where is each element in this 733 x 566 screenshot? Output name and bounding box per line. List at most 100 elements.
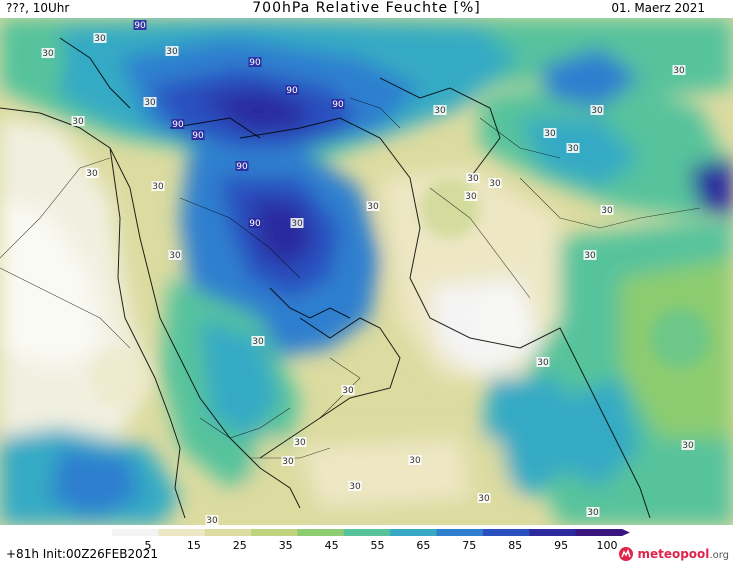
footer: 5 15 25 35 45 55 65 75 85 95 100 +81h Init:00Z26FE… <box>0 525 733 566</box>
map-value-label: 30 <box>294 438 306 448</box>
map-label-box <box>583 250 597 260</box>
map-value-label: 30 <box>567 144 579 154</box>
map-label-box <box>133 20 147 30</box>
map-value-label: 30 <box>367 202 379 212</box>
map-value-label: 30 <box>591 106 603 116</box>
map-label-box <box>466 173 480 183</box>
colorbar-swatches <box>112 529 630 536</box>
map-value-label: 30 <box>94 34 106 44</box>
map-label-box <box>600 205 614 215</box>
map-label-box <box>536 357 550 367</box>
map-value-label: 30 <box>42 49 54 59</box>
map-label-box <box>672 65 686 75</box>
logo-name: meteopool <box>637 547 710 561</box>
map-value-label: 30 <box>584 251 596 261</box>
map-value-label: 30 <box>682 441 694 451</box>
logo-text: meteopool.org <box>637 547 729 561</box>
colorbar-swatch <box>436 529 484 536</box>
run-label: ???, 10Uhr <box>6 1 70 15</box>
map-label-box <box>248 218 262 228</box>
map-label-box <box>235 161 249 171</box>
colorbar-tick-label: 100 <box>597 539 618 552</box>
map-value-label: 30 <box>152 182 164 192</box>
map-label-box <box>408 455 422 465</box>
map-value-label: 30 <box>342 386 354 396</box>
valid-date: 01. Maerz 2021 <box>611 1 705 15</box>
colorbar-swatch <box>529 529 577 536</box>
map-value-label: 30 <box>72 117 84 127</box>
colorbar-ticks: 5 15 25 35 45 55 65 75 85 95 100 <box>145 539 618 552</box>
map-label-box <box>285 85 299 95</box>
colorbar-tick-label: 55 <box>371 539 385 552</box>
map-value-label: 30 <box>282 457 294 467</box>
map-label-box <box>477 493 491 503</box>
colorbar-tick-label: 65 <box>416 539 430 552</box>
map-label-box <box>251 336 265 346</box>
map-value-label: 30 <box>544 129 556 139</box>
map-value-label: 30 <box>252 337 264 347</box>
colorbar-swatch <box>297 529 345 536</box>
humidity-field <box>0 18 733 525</box>
map-label-box <box>143 97 157 107</box>
map-label-box <box>281 456 295 466</box>
map-label-box <box>85 168 99 178</box>
map-value-label: 30 <box>206 516 218 525</box>
map-label-box <box>348 481 362 491</box>
map-title: 700hPa Relative Feuchte [%] <box>252 0 481 16</box>
map-label-box <box>205 515 219 525</box>
colorbar-tick-label: 35 <box>279 539 293 552</box>
map-value-label: 90 <box>134 21 146 31</box>
map-value-label: 90 <box>236 162 248 172</box>
colorbar-swatch <box>251 529 298 536</box>
colorbar-swatch <box>158 529 206 536</box>
map-label-box <box>191 130 205 140</box>
map-label-box <box>71 116 85 126</box>
map-value-label: 30 <box>673 66 685 76</box>
map-label-box <box>464 191 478 201</box>
map-label-box <box>590 105 604 115</box>
logo-suffix: .org <box>709 550 729 561</box>
map-label-box <box>366 201 380 211</box>
coastlines <box>0 37 651 519</box>
colorbar-tick-label: 5 <box>145 539 152 552</box>
map-value-label: 30 <box>166 47 178 57</box>
map-value-label: 30 <box>467 174 479 184</box>
map-value-label: 30 <box>601 206 613 216</box>
map-label-box <box>433 105 447 115</box>
map-label-box <box>165 46 179 56</box>
map-value-label: 90 <box>249 58 261 68</box>
map-value-label: 30 <box>537 358 549 368</box>
colorbar-swatch <box>575 529 623 536</box>
map-value-label: 90 <box>332 100 344 110</box>
map-value-label: 30 <box>349 482 361 492</box>
meteopool-logo[interactable]: meteopool.org <box>618 545 729 563</box>
map-label-box <box>488 178 502 188</box>
map-value-label: 90 <box>286 86 298 96</box>
colorbar-tick-label: 45 <box>325 539 339 552</box>
map-label-box <box>543 128 557 138</box>
map-label-box <box>586 507 600 517</box>
map-value-label: 30 <box>489 179 501 189</box>
map-value-label: 90 <box>249 219 261 229</box>
map-value-label: 30 <box>169 251 181 261</box>
map-label-box <box>341 385 355 395</box>
map-value-label: 30 <box>86 169 98 179</box>
map-label-box <box>566 143 580 153</box>
map-label-box <box>290 218 304 228</box>
colorbar-tick-label: 25 <box>233 539 247 552</box>
map-label-box <box>168 250 182 260</box>
borders <box>0 97 701 459</box>
map-value-label: 90 <box>172 120 184 130</box>
colorbar-swatch <box>482 529 530 536</box>
map-label-box <box>41 48 55 58</box>
map-value-label: 30 <box>465 192 477 202</box>
colorbar-tick-label: 15 <box>187 539 201 552</box>
colorbar: 5 15 25 35 45 55 65 75 85 95 100 <box>112 529 630 552</box>
map-label-box <box>293 437 307 447</box>
map-label-box <box>151 181 165 191</box>
colorbar-swatch <box>390 529 438 536</box>
map-label-box <box>681 440 695 450</box>
map-value-label: 30 <box>434 106 446 116</box>
logo-icon <box>619 547 634 561</box>
